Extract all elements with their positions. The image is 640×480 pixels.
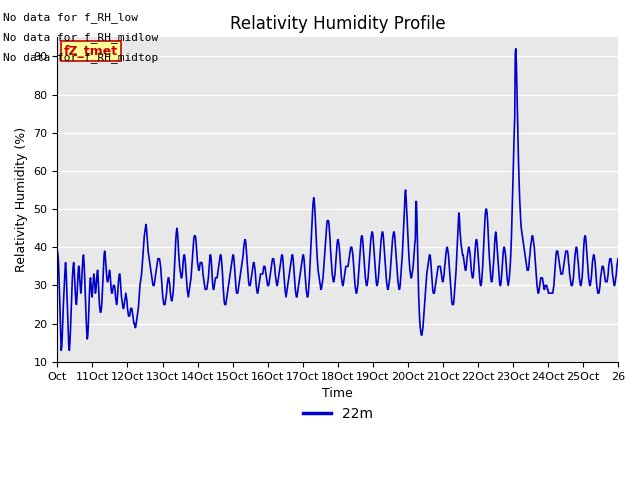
Y-axis label: Relativity Humidity (%): Relativity Humidity (%) (15, 127, 28, 272)
Text: fZ_tmet: fZ_tmet (64, 45, 118, 58)
Text: No data for f_RH_low: No data for f_RH_low (3, 12, 138, 23)
Text: No data for f_RH_midtop: No data for f_RH_midtop (3, 52, 159, 63)
X-axis label: Time: Time (323, 387, 353, 400)
Title: Relativity Humidity Profile: Relativity Humidity Profile (230, 15, 445, 33)
Legend: 22m: 22m (297, 401, 378, 426)
Text: No data for f_RH_midlow: No data for f_RH_midlow (3, 32, 159, 43)
